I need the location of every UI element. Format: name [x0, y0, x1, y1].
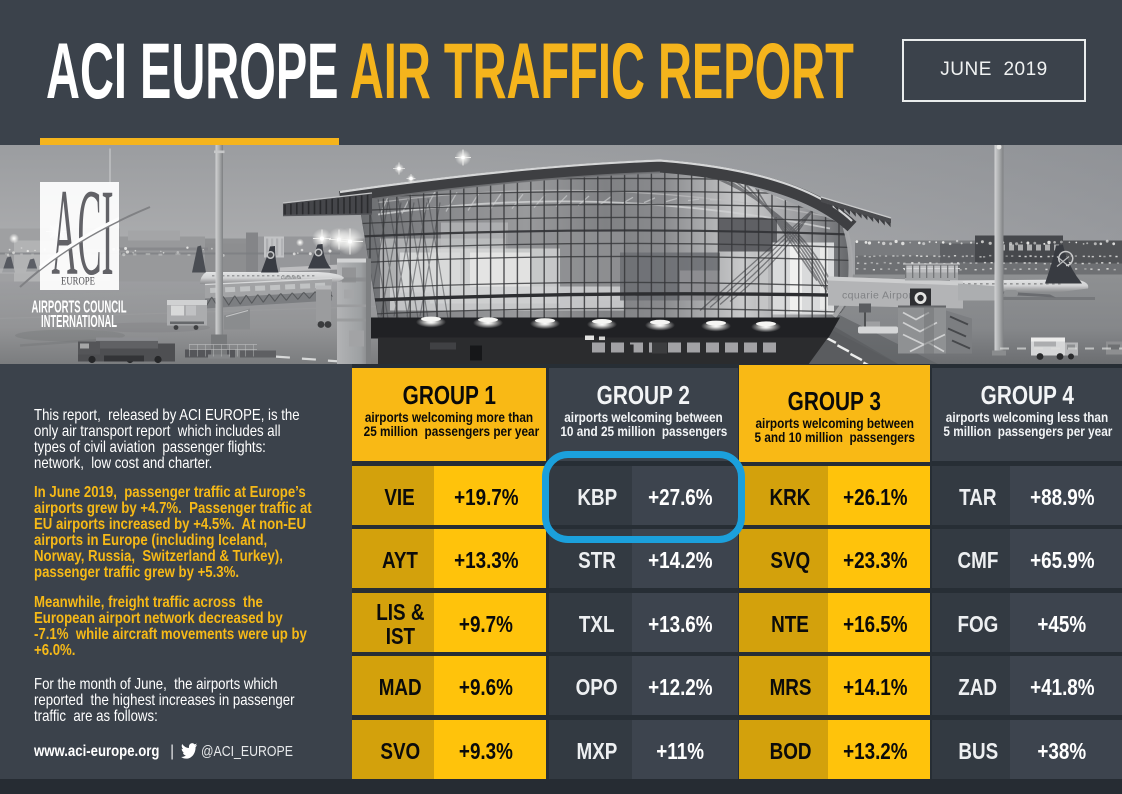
- svg-text:Lufthansa: Lufthansa: [281, 275, 302, 280]
- svg-text:cquarie Airport: cquarie Airport: [842, 289, 916, 301]
